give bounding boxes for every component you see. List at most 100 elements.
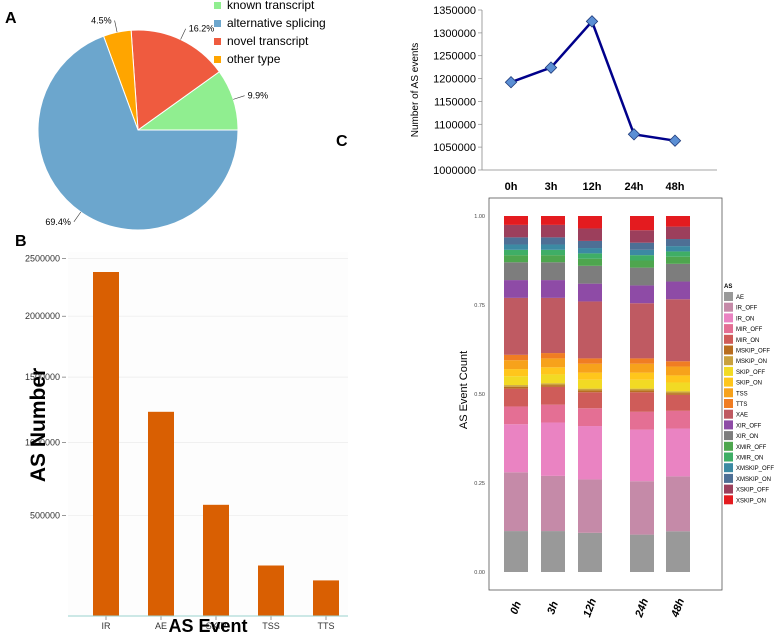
- line-x-tick-label: 0h: [505, 181, 518, 193]
- stack-segment-IR_OFF: [630, 481, 654, 535]
- stack-segment-IR_ON: [578, 426, 602, 480]
- stack-legend-swatch: [724, 334, 733, 344]
- stack-segment-XMSKIP_OFF: [630, 249, 654, 256]
- stack-segment-IR_ON: [504, 424, 528, 473]
- stack-legend-swatch: [724, 302, 733, 312]
- stack-legend: AS AE IR_OFF IR_ON MIR_OFF MIR_ON MSKIP_OFF MS…: [724, 284, 774, 505]
- stack-legend-label: TTS: [736, 402, 747, 408]
- pie-percent-label: 16.2%: [189, 24, 215, 34]
- stack-x-tick-label: 0h: [508, 600, 524, 616]
- stack-segment-XSKIP_OFF: [578, 228, 602, 241]
- stack-segment-SKIP_ON: [630, 372, 654, 380]
- stack-segment-TSS: [666, 366, 690, 376]
- pie-chart: 9.9% 16.2% 4.5% 69.4%: [37, 16, 269, 231]
- pie-percent-label: 9.9%: [248, 91, 269, 101]
- stack-segment-TSS: [578, 363, 602, 373]
- stack-legend-label: AE: [736, 295, 744, 301]
- bar-y-tick-label: 2000000: [25, 311, 60, 321]
- stack-segment-MIR_OFF: [504, 406, 528, 425]
- stack-segment-MSKIP_ON: [666, 391, 690, 394]
- stack-segment-TTS: [630, 358, 654, 364]
- line-marker-48h: [668, 134, 682, 147]
- stack-legend-label: XMSKIP_OFF: [736, 466, 774, 472]
- bar-IR: [93, 272, 119, 616]
- stack-segment-MSKIP_OFF: [541, 385, 565, 387]
- stack-segment-XSKIP_ON: [630, 216, 654, 231]
- stack-segment-SKIP_OFF: [578, 379, 602, 389]
- stack-segment-XMSKIP_ON: [666, 239, 690, 247]
- line-marker-3h: [544, 61, 558, 74]
- bar-x-tick-label: IR: [102, 621, 112, 631]
- line-y-tick-label: 1050000: [433, 142, 476, 154]
- line-marker-24h: [627, 128, 641, 141]
- stack-segment-SKIP_OFF: [630, 379, 654, 389]
- stack-legend-label: MIR_OFF: [736, 327, 763, 333]
- bar-y-tick-label: 2500000: [25, 253, 60, 263]
- stack-segment-XSKIP_OFF: [666, 226, 690, 240]
- stack-legend-label: XIR_OFF: [736, 423, 762, 429]
- stack-segment-IR_OFF: [541, 475, 565, 532]
- stack-segment-XAE: [666, 299, 690, 362]
- stack-segment-XIR_ON: [666, 263, 690, 282]
- pie-legend-swatch: [214, 2, 221, 9]
- stack-segment-XIR_OFF: [630, 285, 654, 304]
- bar-y-axis-title: AS Number: [27, 368, 50, 482]
- stack-segment-XIR_ON: [541, 262, 565, 281]
- stack-segment-MSKIP_OFF: [504, 386, 528, 389]
- stack-legend-label: SKIP_OFF: [736, 370, 765, 376]
- line-y-tick-label: 1100000: [434, 119, 476, 131]
- stack-segment-SKIP_OFF: [666, 382, 690, 392]
- stack-segment-XMIR_OFF: [578, 258, 602, 266]
- bar-SKIP: [203, 504, 229, 616]
- stack-segment-XMIR_ON: [578, 253, 602, 259]
- stack-legend-swatch: [724, 431, 733, 441]
- stack-segment-SKIP_ON: [541, 367, 565, 375]
- stack-legend-swatch: [724, 473, 733, 483]
- pie-legend-label: alternative splicing: [227, 16, 326, 30]
- line-y-axis-title: Number of AS events: [410, 43, 421, 138]
- stack-segment-XIR_OFF: [504, 280, 528, 298]
- stack-legend-label: XMSKIP_ON: [736, 477, 771, 483]
- stack-legend-label: XMIR_ON: [736, 456, 763, 462]
- panel-label-c: C: [336, 133, 348, 150]
- stack-segment-XMSKIP_OFF: [578, 248, 602, 254]
- stack-legend-swatch: [724, 409, 733, 419]
- stack-segment-SKIP_ON: [504, 369, 528, 377]
- stack-segment-MSKIP_ON: [504, 385, 528, 387]
- stack-segment-TTS: [504, 354, 528, 361]
- stack-legend-label: XIR_ON: [736, 434, 758, 440]
- stack-legend-label: MIR_ON: [736, 338, 759, 344]
- stack-segment-XSKIP_OFF: [630, 230, 654, 243]
- pie-slice-alternative-splicing: [37, 35, 239, 231]
- stack-segment-IR_OFF: [504, 472, 528, 532]
- stack-segment-IR_OFF: [666, 476, 690, 532]
- stack-segment-MIR_ON: [504, 388, 528, 407]
- stack-segment-XIR_ON: [578, 265, 602, 284]
- stack-legend-swatch: [724, 441, 733, 451]
- stack-segment-XMIR_OFF: [504, 255, 528, 263]
- stack-segment-MIR_OFF: [666, 410, 690, 429]
- stack-segment-TSS: [630, 363, 654, 373]
- stack-segment-AE: [630, 534, 654, 572]
- stack-legend-label: IR_ON: [736, 316, 754, 322]
- stack-segment-MIR_ON: [630, 392, 654, 412]
- stack-legend-swatch: [724, 324, 733, 334]
- stack-segment-TTS: [666, 361, 690, 367]
- stack-segment-IR_ON: [541, 422, 565, 476]
- stack-x-tick-label: 12h: [581, 597, 599, 619]
- stack-segment-XMSKIP_ON: [630, 242, 654, 250]
- stack-segment-MIR_ON: [666, 394, 690, 411]
- stack-legend-label: MSKIP_OFF: [736, 349, 770, 355]
- stack-segment-XSKIP_ON: [578, 216, 602, 229]
- stack-segment-MSKIP_OFF: [666, 393, 690, 395]
- line-y-tick-label: 1000000: [433, 165, 476, 177]
- stack-segment-MIR_OFF: [541, 404, 565, 423]
- bar-x-tick-label: TSS: [262, 621, 280, 631]
- stack-y-tick-label: 0.50: [474, 392, 485, 398]
- stack-legend-label: TSS: [736, 391, 748, 397]
- as-number-bar-chart: 500000 1000000 1500000 2000000 2500000 IR AE SK…: [25, 252, 348, 631]
- panel-label-b: B: [15, 233, 27, 250]
- stack-legend-swatch: [724, 495, 733, 505]
- stacked-as-event-chart: 0.00 0.25 0.50 0.75 1.00 0h 3h 12h 24h 48h: [474, 197, 723, 620]
- stack-y-tick-label: 0.25: [474, 481, 485, 487]
